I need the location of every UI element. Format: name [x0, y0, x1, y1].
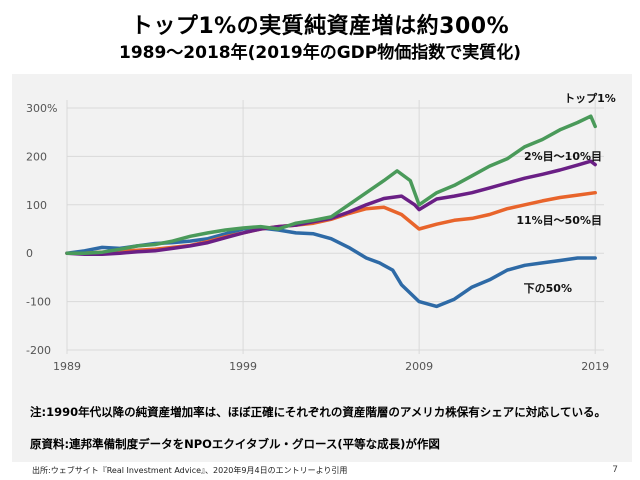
y-tick-label: 0 [26, 247, 33, 260]
y-tick-label: 300% [26, 102, 57, 115]
citation-footer: 出所:ウェブサイト『Real Investment Advice』、2020年9… [32, 466, 348, 475]
chart-panel: 300% 200 100 0 -100 -200 1989 1999 2009 2019 トップ… [12, 74, 632, 386]
slide-title: トップ1%の実質純資産増は約300% [130, 14, 510, 39]
note-text: 注:1990年代以降の純資産増加率は、ほぼ正確にそれぞれの資産階層のアメリカ株保… [30, 405, 606, 419]
x-tick-label: 1989 [53, 360, 81, 373]
x-axis-ticks: 1989 1999 2009 2019 [53, 360, 609, 373]
slide-subtitle: 1989〜2018年(2019年のGDP物価指数で実質化) [118, 43, 521, 63]
series-line [65, 159, 597, 256]
series-lines [65, 114, 597, 309]
x-tick-label: 2019 [581, 360, 609, 373]
series-line [65, 114, 597, 255]
series-label: トップ1% [564, 91, 616, 105]
series-label: 2%目〜10%目 [524, 150, 602, 163]
page-number: 7 [612, 465, 618, 475]
series-label: 11%目〜50%目 [516, 214, 602, 227]
x-tick-label: 1999 [229, 360, 257, 373]
notes-panel: 注:1990年代以降の純資産増加率は、ほぼ正確にそれぞれの資産階層のアメリカ株保… [12, 386, 632, 462]
y-tick-label: 200 [26, 150, 47, 163]
source-text: 原資料:連邦準備制度データをNPOエクイタブル・グロース(平等な成長)が作図 [30, 437, 440, 451]
gridlines [66, 100, 604, 354]
y-tick-label: -100 [26, 296, 51, 309]
net-worth-line-chart: 300% 200 100 0 -100 -200 1989 1999 2009 2019 トップ… [26, 91, 616, 373]
series-line [65, 226, 597, 309]
y-tick-label: -200 [26, 344, 51, 357]
y-tick-label: 100 [26, 199, 47, 212]
y-axis-ticks: 300% 200 100 0 -100 -200 [26, 102, 57, 357]
x-tick-label: 2009 [405, 360, 433, 373]
series-label: 下の50% [524, 282, 572, 295]
